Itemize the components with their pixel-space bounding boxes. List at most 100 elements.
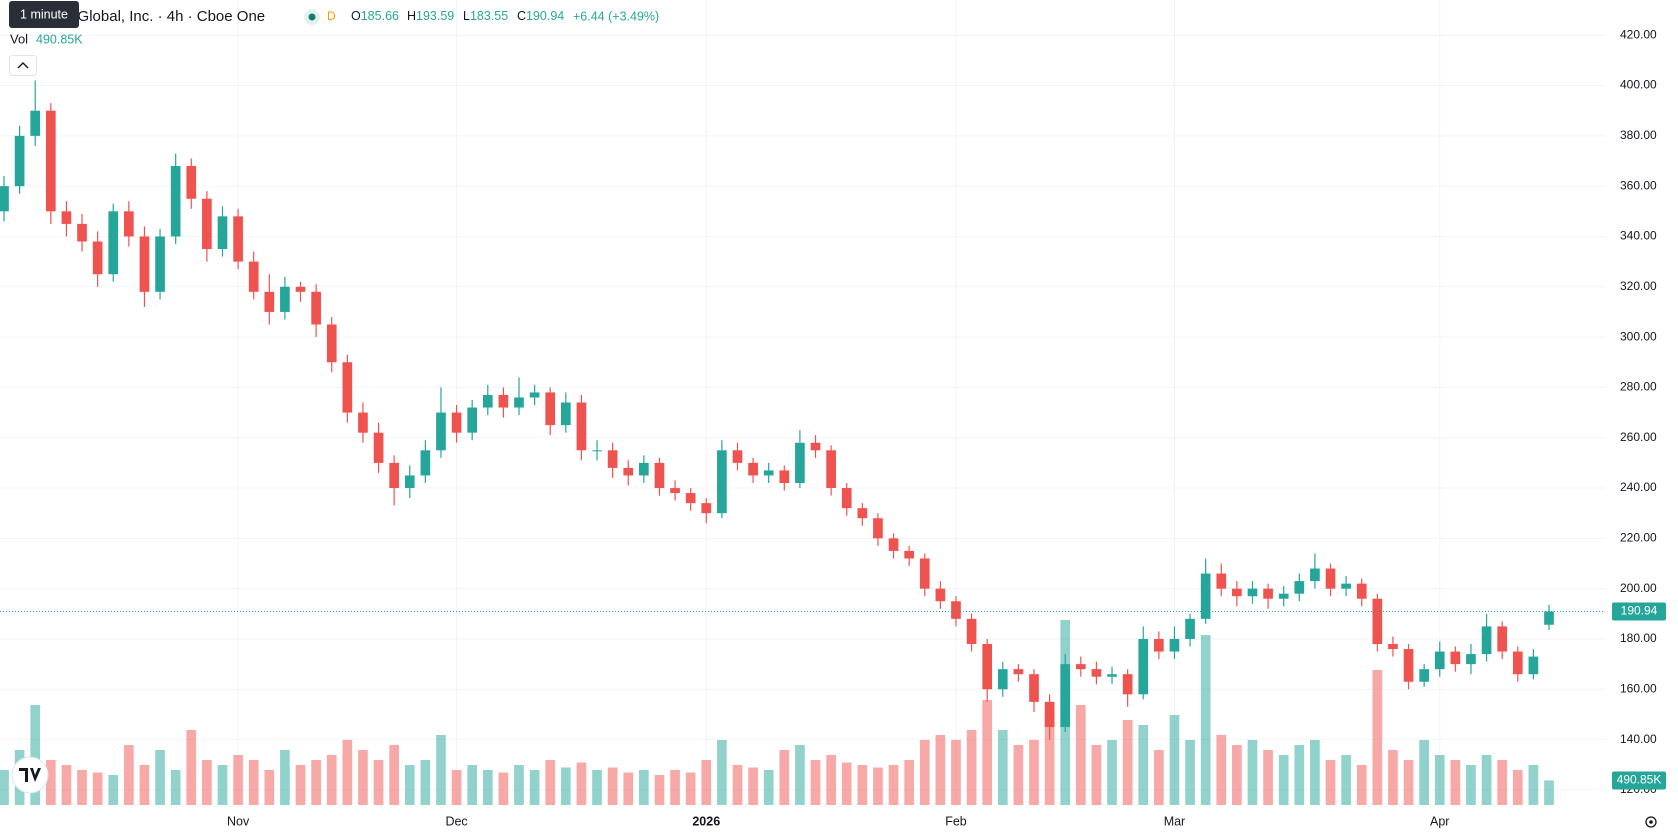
candle-body: [1216, 573, 1227, 589]
candle-body: [326, 324, 337, 363]
volume-bar: [61, 765, 72, 805]
candle-body: [295, 286, 306, 292]
candle-body: [1528, 656, 1539, 675]
candle-body: [763, 470, 774, 476]
volume-bar: [592, 770, 602, 805]
volume-bar: [1107, 740, 1117, 805]
volume-bar: [1091, 745, 1102, 805]
collapse-button[interactable]: [9, 55, 37, 76]
y-tick-label: 320.00: [1620, 279, 1657, 293]
candle-body: [61, 211, 72, 224]
volume-bar: [311, 760, 321, 805]
volume-bar: [841, 762, 852, 805]
volume-bar: [124, 745, 134, 805]
candle-body: [607, 450, 618, 468]
candle-body: [1060, 664, 1071, 728]
candle-body: [810, 442, 821, 451]
candle-body: [1403, 649, 1414, 682]
volume-bar: [935, 735, 946, 805]
volume-bar: [529, 770, 540, 805]
volume-bar: [670, 770, 680, 805]
y-tick-label: 360.00: [1620, 178, 1657, 192]
candle-body: [1122, 674, 1133, 695]
candle-body: [373, 432, 384, 463]
y-tick-label: 180.00: [1620, 631, 1657, 645]
volume-bar: [607, 767, 618, 805]
collapse-icon[interactable]: [17, 62, 29, 69]
y-tick-label: 260.00: [1620, 430, 1657, 444]
candle-body: [202, 198, 212, 250]
volume-bar: [389, 745, 399, 805]
candle-body: [0, 186, 9, 212]
candle-body: [951, 601, 961, 619]
volume-legend-name: Vol: [10, 31, 28, 46]
candle-body: [186, 166, 197, 199]
volume-bar: [514, 765, 524, 805]
candle-body: [1091, 669, 1102, 677]
candle-body: [436, 412, 446, 451]
volume-bar: [1481, 755, 1492, 805]
volume-bar: [1528, 765, 1539, 805]
candle-body: [748, 462, 758, 476]
candle-body: [1325, 568, 1336, 589]
volume-tag-label: 490.85K: [1617, 773, 1662, 787]
candle-body: [1075, 664, 1086, 670]
volume-bar: [451, 770, 462, 805]
volume-bar: [545, 760, 556, 805]
logo-circle[interactable]: [11, 756, 49, 794]
volume-legend-value: 490.85K: [36, 32, 83, 46]
collapse-button-frame[interactable]: [9, 55, 37, 76]
candle-body: [1013, 669, 1024, 675]
settings-button[interactable]: [1645, 816, 1657, 828]
x-tick-label: Feb: [945, 814, 967, 828]
candle-body: [139, 236, 150, 292]
settings-icon-center[interactable]: [1649, 820, 1653, 824]
y-tick-label: 160.00: [1620, 681, 1657, 695]
candle-body: [795, 442, 805, 483]
candle-body: [841, 488, 852, 509]
volume-bar: [888, 765, 899, 805]
candle-body: [1341, 583, 1351, 589]
volume-bar: [1169, 715, 1180, 805]
volume-bar: [1185, 740, 1195, 805]
candle-body: [717, 450, 727, 514]
settings-icon[interactable]: [1645, 816, 1657, 828]
volume-bar: [701, 760, 712, 805]
candle-body: [1544, 611, 1554, 625]
volume-bar: [1278, 755, 1289, 805]
volume-bar: [1497, 760, 1508, 805]
candle-body: [888, 538, 899, 551]
candle-body: [1450, 651, 1461, 665]
logo[interactable]: [11, 756, 49, 794]
logo-mark[interactable]: [19, 768, 41, 782]
candle-body: [857, 508, 868, 519]
volume-bar: [108, 775, 119, 805]
ohlc-change: +6.44 (+3.49%): [573, 9, 659, 23]
candle-body: [451, 412, 462, 433]
volume-bar: [1029, 740, 1039, 805]
volume-bar: [264, 770, 275, 805]
candle-body: [77, 223, 87, 242]
volume-bar: [732, 765, 743, 805]
volume-bar: [1325, 760, 1336, 805]
y-tick-label: 140.00: [1620, 732, 1657, 746]
volume-bar: [248, 760, 259, 805]
candle-body: [919, 558, 930, 589]
x-tick-label: Nov: [227, 814, 250, 828]
volume-bar: [1138, 725, 1149, 805]
candle-body: [420, 450, 431, 476]
candle-body: [966, 618, 977, 644]
volume-bar: [233, 755, 243, 805]
volume-bar: [1200, 635, 1211, 805]
volume-bar: [1419, 740, 1429, 805]
candle-body: [358, 412, 368, 433]
volume-bar: [748, 767, 758, 805]
candle-body: [654, 462, 665, 489]
volume-bar: [810, 760, 821, 805]
candle-body: [170, 166, 181, 237]
candle-body: [1185, 618, 1195, 639]
volume-bar: [1044, 710, 1055, 805]
candle-body: [1138, 638, 1149, 695]
